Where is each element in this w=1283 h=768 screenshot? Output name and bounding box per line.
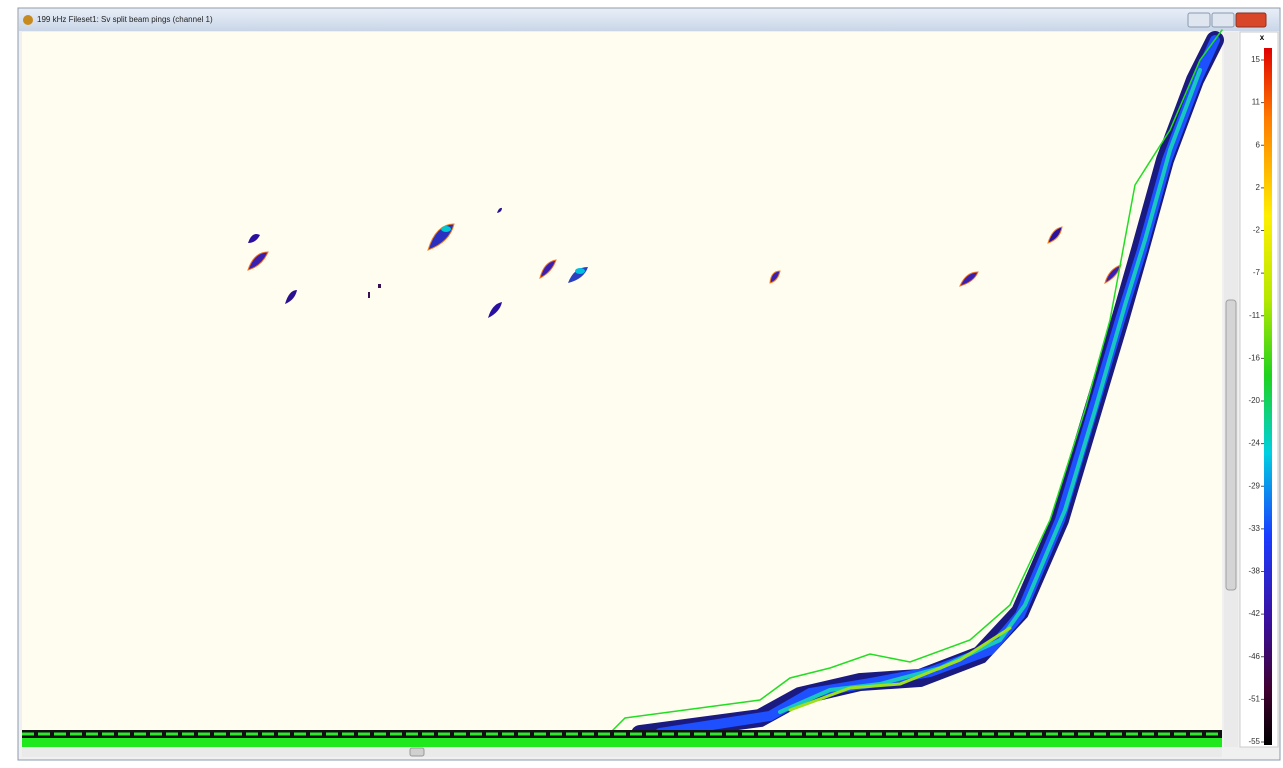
color-scale-label: 2 (1256, 183, 1261, 192)
color-scale-label: -16 (1248, 353, 1260, 362)
color-scale-label: -7 (1253, 268, 1261, 277)
color-scale-label: -46 (1248, 652, 1260, 661)
color-scale-label: 15 (1251, 55, 1260, 64)
horizontal-scroll-thumb[interactable] (410, 748, 424, 756)
color-scale-label: -20 (1248, 396, 1260, 405)
color-scale-label: -42 (1248, 609, 1260, 618)
color-scale-label: -11 (1249, 311, 1261, 320)
color-scale-panel (1240, 32, 1278, 747)
vertical-scroll-thumb[interactable] (1226, 300, 1236, 590)
color-scale-label: -29 (1248, 481, 1260, 490)
color-scale-label: -51 (1248, 694, 1260, 703)
color-bar (1264, 48, 1272, 745)
window-title: 199 kHz Fileset1: Sv split beam pings (c… (37, 15, 213, 24)
color-scale-label: 11 (1252, 98, 1261, 107)
color-scale-label: -2 (1253, 226, 1261, 235)
echogram (22, 32, 1222, 738)
bottom-band (22, 738, 1222, 747)
color-scale-label: -33 (1248, 524, 1260, 533)
color-scale-label: -38 (1248, 567, 1260, 576)
close-button[interactable] (1236, 13, 1266, 27)
color-scale-label: 6 (1256, 140, 1261, 149)
app-icon (23, 15, 33, 25)
color-scale-close[interactable]: x (1260, 33, 1265, 42)
horizontal-scrollbar[interactable] (22, 747, 1222, 757)
echoview-window: 199 kHz Fileset1: Sv split beam pings (c… (0, 0, 1283, 763)
minimize-button[interactable] (1188, 13, 1210, 27)
restore-button[interactable] (1212, 13, 1234, 27)
color-scale-label: -24 (1248, 439, 1260, 448)
color-scale-label: -55 (1248, 737, 1260, 746)
